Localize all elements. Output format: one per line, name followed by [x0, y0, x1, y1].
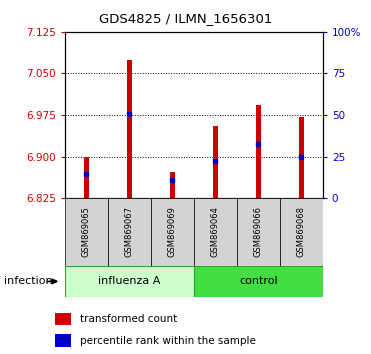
Bar — [151, 198, 194, 266]
Text: GSM869066: GSM869066 — [254, 206, 263, 257]
Bar — [65, 198, 108, 266]
Text: GSM869067: GSM869067 — [125, 206, 134, 257]
Bar — [213, 126, 218, 198]
Bar — [280, 198, 323, 266]
Bar — [108, 198, 151, 266]
Bar — [256, 105, 261, 198]
Bar — [127, 59, 132, 198]
Text: GSM869065: GSM869065 — [82, 206, 91, 257]
Text: GSM869069: GSM869069 — [168, 206, 177, 257]
Text: GDS4825 / ILMN_1656301: GDS4825 / ILMN_1656301 — [99, 12, 272, 25]
Bar — [55, 313, 71, 325]
Bar — [55, 334, 71, 347]
Text: control: control — [239, 276, 278, 286]
Text: influenza A: influenza A — [98, 276, 161, 286]
Bar — [194, 198, 237, 266]
Text: percentile rank within the sample: percentile rank within the sample — [79, 336, 255, 346]
Bar — [194, 266, 323, 297]
Text: infection: infection — [4, 276, 52, 286]
Bar — [65, 266, 194, 297]
Bar — [299, 117, 304, 198]
Text: GSM869068: GSM869068 — [297, 206, 306, 257]
Text: transformed count: transformed count — [79, 314, 177, 324]
Text: GSM869064: GSM869064 — [211, 206, 220, 257]
Bar — [170, 172, 175, 198]
Bar — [237, 198, 280, 266]
Bar — [84, 157, 89, 198]
